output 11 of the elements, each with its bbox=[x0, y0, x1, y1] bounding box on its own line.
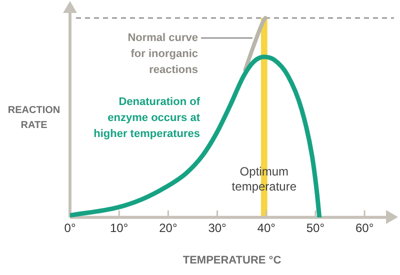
x-tick-label: 0° bbox=[64, 220, 76, 235]
x-tick-label: 60° bbox=[355, 220, 374, 235]
x-tick-label: 50° bbox=[306, 220, 325, 235]
x-tick-label: 30° bbox=[208, 220, 227, 235]
series-label: Denaturation of enzyme occurs at higher temperatures bbox=[94, 96, 200, 140]
text: Normal curve for inorganic reactions bbox=[128, 32, 198, 76]
x-tick-label: 40° bbox=[257, 220, 276, 235]
x-tick-label: 10° bbox=[110, 220, 128, 235]
x-tick-label: 20° bbox=[159, 220, 178, 235]
x-axis-title: TEMPERATURE °C bbox=[182, 254, 282, 266]
y-axis-title: REACTION RATE bbox=[8, 104, 60, 131]
